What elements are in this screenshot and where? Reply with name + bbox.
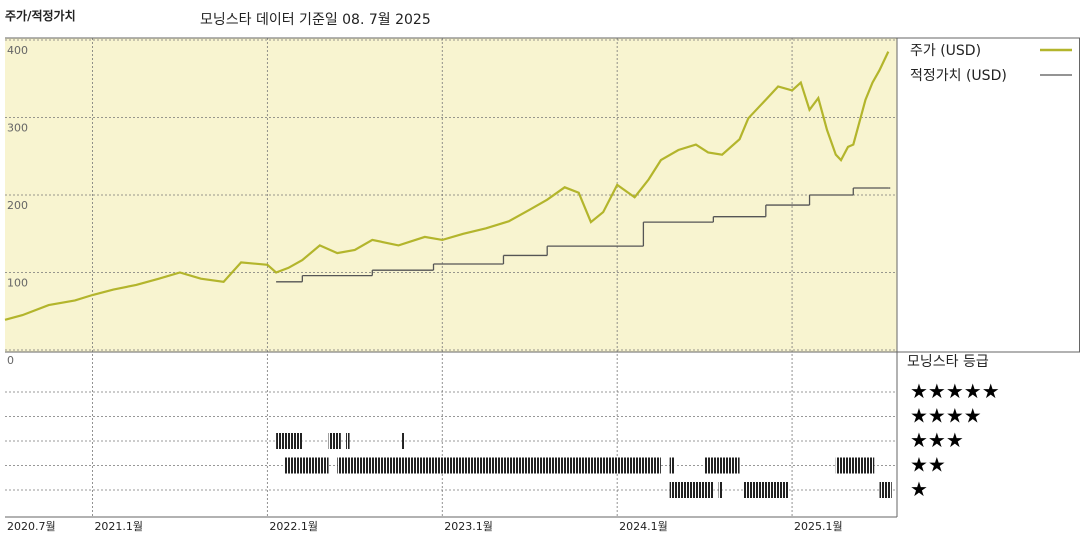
chart-subtitle: 모닝스타 데이터 기준일 08. 7월 2025 xyxy=(200,12,431,28)
rating-period xyxy=(276,433,303,449)
rating-period xyxy=(346,433,350,449)
rating-period xyxy=(669,482,714,498)
x-tick-label: 2024.1월 xyxy=(619,520,668,533)
rating-row-label: ★★ xyxy=(910,453,946,477)
price-panel: 0 100 200 300 400 2020.7월 2021.1월 2022.1월 2023.1… xyxy=(4,38,1072,533)
chart-title: 주가/적정가치 xyxy=(5,8,76,23)
rating-row-label: ★★★★ xyxy=(910,404,982,428)
rating-period xyxy=(835,457,875,474)
rating-period xyxy=(669,457,675,474)
rating-row-label: ★ xyxy=(910,477,928,501)
rating-period xyxy=(743,482,789,498)
rating-period xyxy=(718,482,723,498)
rating-period xyxy=(704,457,740,474)
y-tick-label: 300 xyxy=(7,122,28,135)
legend-label: 적정가치 (USD) xyxy=(910,68,1007,84)
x-tick-label: 2025.1월 xyxy=(794,520,843,533)
rating-period xyxy=(284,457,329,474)
y-tick-label: 400 xyxy=(7,44,28,57)
rating-title: 모닝스타 등급 xyxy=(907,354,989,370)
rating-period xyxy=(328,433,341,449)
x-tick-label: 2023.1월 xyxy=(444,520,493,533)
rating-row-label: ★★★★★ xyxy=(910,379,1000,403)
y-tick-label: 100 xyxy=(7,277,28,290)
y-tick-label: 200 xyxy=(7,199,28,212)
rating-panel: ★★★★★★★★★★★★★★★ xyxy=(5,379,1000,501)
rating-row-label: ★★★ xyxy=(910,428,964,452)
rating-period xyxy=(879,482,892,498)
rating-period xyxy=(402,433,405,449)
rating-period xyxy=(337,457,661,474)
x-tick-label: 2020.7월 xyxy=(7,520,56,533)
x-tick-label: 2021.1월 xyxy=(94,520,143,533)
legend-label: 주가 (USD) xyxy=(910,43,981,59)
y-tick-label: 0 xyxy=(7,354,14,367)
price-line xyxy=(4,51,890,321)
x-tick-label: 2022.1월 xyxy=(269,520,318,533)
